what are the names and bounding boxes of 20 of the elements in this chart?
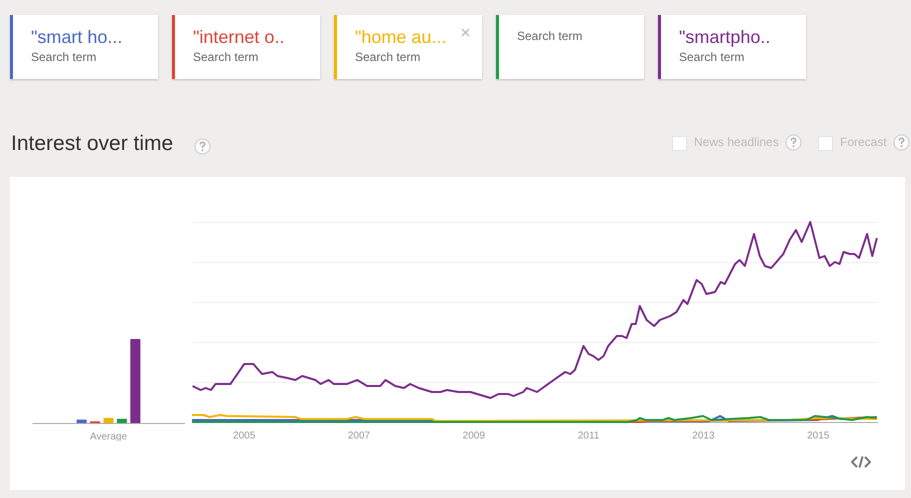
chart-title: Interest over time bbox=[11, 132, 174, 156]
text: Search term bbox=[517, 29, 582, 43]
text: "internet o.. bbox=[193, 27, 286, 48]
bar bbox=[103, 418, 114, 423]
text: "home au... bbox=[355, 27, 448, 48]
text: Search term bbox=[355, 50, 420, 64]
x-tick-label: 2007 bbox=[348, 430, 371, 442]
bar bbox=[116, 418, 127, 423]
text: "smart ho... bbox=[31, 27, 124, 48]
x-tick-label: 2009 bbox=[462, 430, 486, 442]
legend-title: Search term bbox=[193, 50, 260, 64]
text: "smartpho.. bbox=[679, 27, 772, 48]
bar bbox=[130, 339, 140, 423]
text: Search term bbox=[31, 50, 96, 64]
text: Search term bbox=[679, 50, 744, 64]
x-tick-label: 2013 bbox=[692, 430, 715, 442]
x-tick-label: 2005 bbox=[233, 430, 256, 442]
x-tick-label: 2015 bbox=[807, 430, 830, 442]
x-tick-label: 2011 bbox=[578, 430, 600, 442]
bar bbox=[76, 420, 87, 423]
